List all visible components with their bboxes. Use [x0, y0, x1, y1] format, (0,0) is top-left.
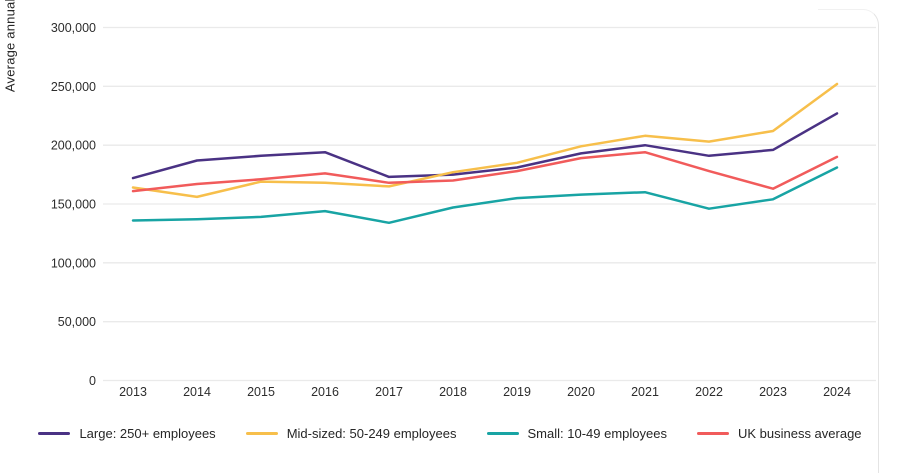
legend-swatch — [245, 432, 278, 435]
legend-label: Mid-sized: 50-249 employees — [286, 426, 457, 441]
legend-swatch — [486, 432, 519, 435]
y-tick-label: 250,000 — [51, 80, 96, 94]
y-tick-label: 100,000 — [51, 256, 96, 270]
legend-label: UK business average — [737, 426, 862, 441]
x-tick-label: 2021 — [631, 385, 659, 399]
x-tick-label: 2014 — [183, 385, 211, 399]
y-tick-label: 150,000 — [51, 198, 96, 212]
legend-item: Mid-sized: 50-249 employees — [245, 426, 457, 441]
y-tick-label: 200,000 — [51, 139, 96, 153]
chart-legend: Large: 250+ employees Mid-sized: 50-249 e… — [0, 426, 900, 441]
x-tick-label: 2020 — [567, 385, 595, 399]
legend-item: UK business average — [696, 426, 862, 441]
legend-item: Small: 10-49 employees — [486, 426, 667, 441]
x-tick-label: 2023 — [759, 385, 787, 399]
x-tick-label: 2015 — [247, 385, 275, 399]
line-chart-plot-area: 300,000 250,000 200,000 150,000 100,000 50,00… — [51, 21, 876, 399]
x-tick-label: 2024 — [823, 385, 851, 399]
legend-label: Large: 250+ employees — [79, 426, 216, 441]
x-tick-label: 2013 — [119, 385, 147, 399]
y-axis-title: Average annual revenue per employee — [3, 0, 18, 92]
x-tick-label: 2018 — [439, 385, 467, 399]
x-tick-label: 2016 — [311, 385, 339, 399]
series-line — [131, 112, 839, 180]
series-line — [131, 150, 839, 193]
x-tick-label: 2019 — [503, 385, 531, 399]
y-tick-label: 300,000 — [51, 21, 96, 35]
legend-swatch — [38, 432, 71, 435]
x-tick-label: 2017 — [375, 385, 403, 399]
series-line — [131, 166, 839, 225]
legend-label: Small: 10-49 employees — [527, 426, 667, 441]
y-tick-label: 50,000 — [58, 315, 96, 329]
series-line — [131, 82, 839, 199]
x-tick-label: 2022 — [695, 385, 723, 399]
legend-item: Large: 250+ employees — [38, 426, 216, 441]
legend-swatch — [696, 432, 729, 435]
y-tick-label: 0 — [89, 374, 96, 388]
